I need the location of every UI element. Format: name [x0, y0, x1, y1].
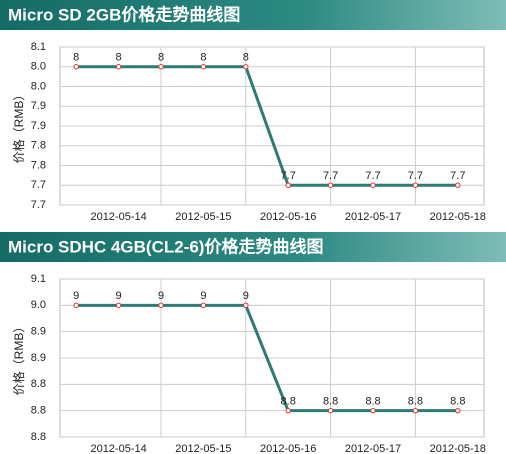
data-label: 8 [200, 52, 206, 64]
data-label: 8 [116, 52, 122, 64]
marker [200, 302, 207, 309]
header-bar [0, 232, 506, 262]
marker [115, 64, 122, 70]
line [76, 303, 458, 413]
x-tick-label: 2012-05-15 [175, 211, 231, 223]
y-tick-label: 8.9 [31, 326, 46, 338]
marker [455, 182, 461, 188]
marker [285, 182, 291, 188]
marker [243, 64, 249, 70]
data-label: 8 [158, 52, 164, 64]
y-tick-label: 8.8 [31, 405, 46, 417]
marker [115, 302, 122, 309]
y-tick-label: 8.0 [31, 61, 46, 73]
x-tick-label: 2012-05-14 [90, 443, 146, 454]
data-label: 7.7 [450, 170, 465, 182]
data-label: 8.8 [365, 396, 380, 408]
x-tick-label: 2012-05-18 [430, 443, 486, 454]
data-label: 7.7 [323, 170, 338, 182]
data-label: 8 [73, 52, 79, 64]
x-tick-label: 2012-05-16 [260, 443, 316, 454]
marker [243, 302, 249, 309]
y-tick-label: 8.8 [31, 431, 46, 443]
data-label: 7.7 [408, 170, 423, 182]
data-label: 8.8 [408, 396, 423, 408]
y-tick-label: 8.0 [31, 80, 46, 92]
y-tick-label: 7.7 [31, 179, 46, 191]
y-tick-label: 8.8 [31, 378, 46, 390]
marker [73, 64, 79, 70]
header-bar [0, 0, 506, 30]
marker [158, 64, 164, 70]
marker [327, 407, 334, 414]
marker [200, 64, 207, 70]
marker [412, 182, 419, 188]
data-label: 8 [243, 52, 249, 64]
marker [412, 407, 419, 414]
data-label: 9 [243, 290, 249, 302]
x-tick-label: 2012-05-15 [175, 443, 231, 454]
data-label: 9 [73, 290, 79, 302]
y-tick-label: 7.7 [31, 199, 46, 211]
marker [285, 407, 291, 414]
x-tick-label: 2012-05-17 [345, 211, 401, 223]
y-tick-label: 8.9 [31, 352, 46, 364]
data-label: 7.7 [365, 170, 380, 182]
marker [455, 407, 461, 414]
y-axis-title: 价格（RMB） [11, 321, 26, 396]
chart-title: Micro SD 2GB价格走势曲线图 [8, 4, 240, 24]
y-tick-label: 7.8 [31, 159, 46, 171]
marker [73, 302, 79, 309]
marker [370, 407, 376, 414]
x-tick-label: 2012-05-14 [90, 211, 146, 223]
x-tick-label: 2012-05-17 [345, 443, 401, 454]
marker [327, 182, 334, 188]
y-tick-label: 9.1 [31, 273, 46, 285]
marker [158, 302, 164, 309]
y-tick-label: 8.1 [31, 41, 46, 53]
x-tick-label: 2012-05-16 [260, 211, 316, 223]
data-label: 8.8 [281, 396, 296, 408]
x-tick-label: 2012-05-18 [430, 211, 486, 223]
data-label: 7.7 [281, 170, 296, 182]
y-tick-label: 7.8 [31, 140, 46, 152]
chart-title: Micro SDHC 4GB(CL2-6)价格走势曲线图 [8, 236, 323, 256]
data-label: 8.8 [323, 396, 338, 408]
y-axis-title: 价格（RMB） [11, 89, 26, 164]
marker [370, 182, 376, 188]
y-tick-label: 7.9 [31, 100, 46, 112]
y-tick-label: 7.9 [31, 120, 46, 132]
data-label: 8.8 [450, 396, 465, 408]
data-label: 9 [200, 290, 206, 302]
data-label: 9 [116, 290, 122, 302]
data-label: 9 [158, 290, 164, 302]
line [76, 65, 458, 187]
y-tick-label: 9.0 [31, 299, 46, 311]
